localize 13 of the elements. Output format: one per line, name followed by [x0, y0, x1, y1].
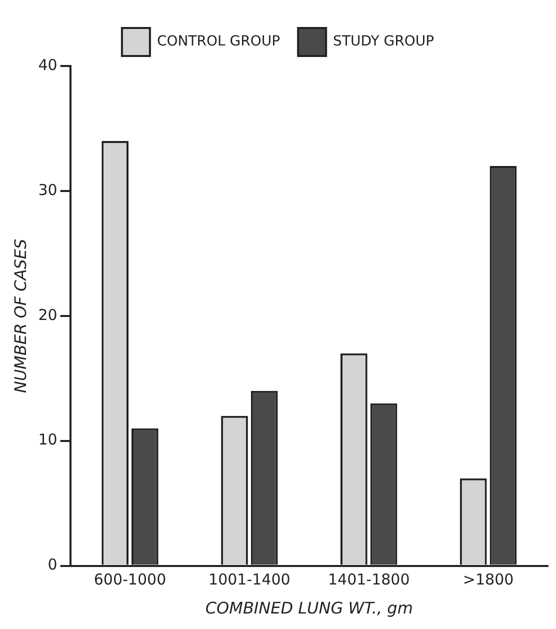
y-tick-label: 30 — [38, 180, 58, 199]
legend-label: CONTROL GROUP — [156, 34, 280, 50]
x-axis-title: COMBINED LUNG WT., gm — [205, 598, 413, 618]
x-tick-label: 1001-1400 — [208, 570, 290, 589]
legend-label: STUDY GROUP — [333, 34, 434, 50]
x-tick-label: 1401-1800 — [328, 570, 410, 589]
y-tick-label: 20 — [38, 306, 58, 324]
y-axis-title: NUMBER OF CASES — [10, 238, 30, 393]
y-tick-label: 0 — [48, 556, 58, 574]
x-tick-label: >1800 — [462, 570, 514, 589]
y-tick-label: 10 — [38, 430, 58, 449]
x-tick-label: 600-1000 — [94, 570, 166, 589]
y-tick-label: 40 — [38, 56, 58, 74]
